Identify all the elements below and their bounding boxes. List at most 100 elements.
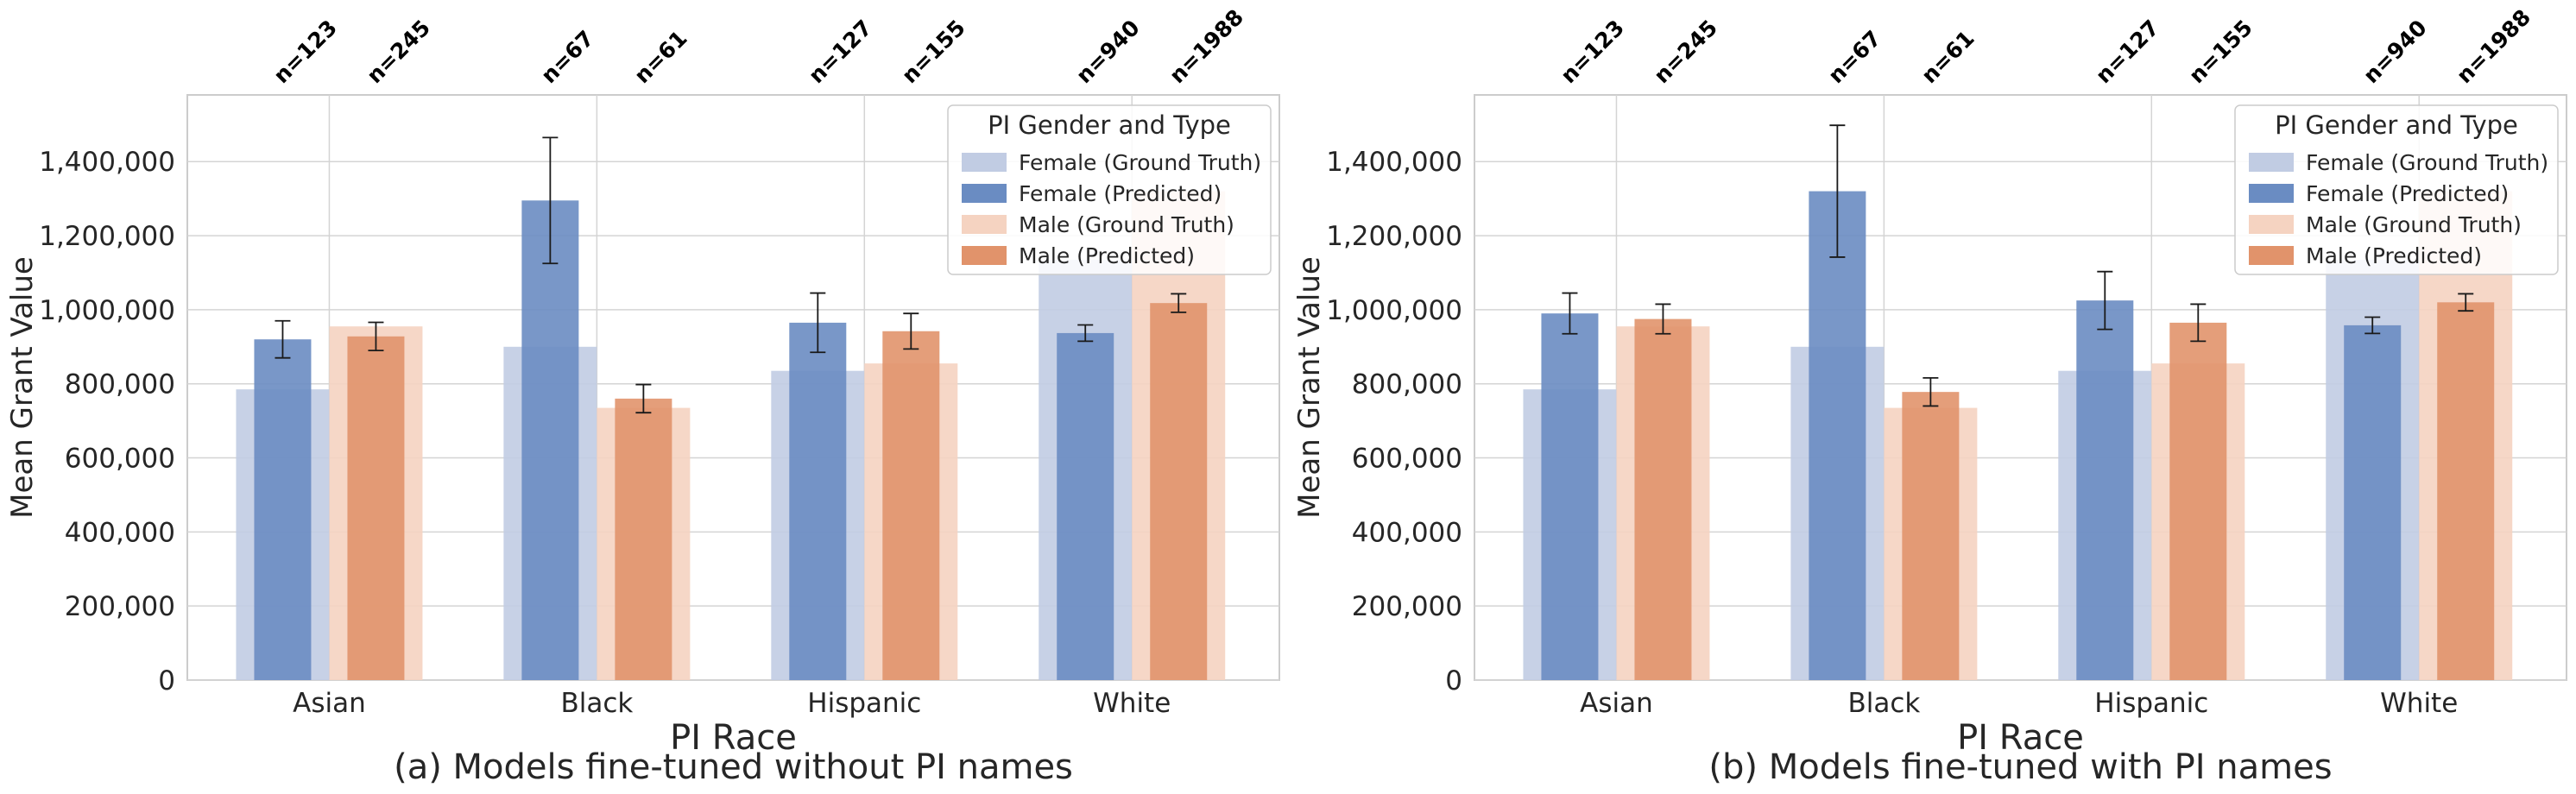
legend-entry-label: Male (Predicted) bbox=[2306, 243, 2482, 268]
sample-size-label: n=245 bbox=[362, 15, 435, 88]
y-tick-label: 600,000 bbox=[1352, 444, 1462, 475]
error-bar-male-predicted-hispanic bbox=[903, 312, 919, 350]
error-bar-female-predicted-black bbox=[542, 136, 559, 265]
error-bar-female-predicted-hispanic bbox=[810, 292, 826, 354]
sample-size-label: n=155 bbox=[897, 15, 970, 88]
sample-size-label: n=61 bbox=[1916, 26, 1979, 89]
panel-caption: (b) Models fine-tuned with PI names bbox=[1708, 747, 2332, 787]
chart-panel-a: 0 200,000 400,000 600,000 800,000 1,000,000 1,… bbox=[5, 4, 1280, 787]
y-tick-label: 1,200,000 bbox=[1326, 221, 1462, 252]
y-axis-label: Mean Grant Value bbox=[5, 256, 40, 519]
sample-size-label: n=1988 bbox=[2452, 4, 2535, 88]
legend-entry-label: Female (Predicted) bbox=[2306, 181, 2509, 206]
legend: PI Gender and Type Female (Ground Truth) F… bbox=[947, 104, 1272, 275]
bar-female-predicted-hispanic bbox=[2076, 300, 2134, 680]
sample-size-label: n=245 bbox=[1649, 15, 1722, 88]
bar-female-predicted-asian bbox=[1541, 313, 1599, 680]
bar-male-predicted-white bbox=[1150, 303, 1208, 680]
chart-panel-b: 0 200,000 400,000 600,000 800,000 1,000,000 1,… bbox=[1292, 4, 2567, 787]
bar-female-predicted-asian bbox=[254, 339, 312, 680]
error-bar-female-predicted-asian bbox=[275, 319, 291, 359]
error-bar-male-predicted-hispanic bbox=[2190, 303, 2207, 343]
error-bar-male-predicted-black bbox=[1923, 376, 1939, 407]
legend: PI Gender and Type Female (Ground Truth) F… bbox=[2234, 104, 2559, 275]
sample-size-label: n=61 bbox=[629, 26, 692, 89]
y-tick-label: 1,200,000 bbox=[39, 221, 175, 252]
x-tick-label: White bbox=[1093, 688, 1171, 719]
legend-entry-label: Male (Predicted) bbox=[1019, 243, 1195, 268]
legend-swatch-male-ground-truth bbox=[2249, 215, 2294, 234]
x-tick-label: Asian bbox=[293, 688, 366, 719]
x-tick-label: Black bbox=[1847, 688, 1920, 719]
bar-female-predicted-black bbox=[521, 200, 579, 680]
y-tick-label: 800,000 bbox=[65, 369, 175, 400]
y-tick-label: 600,000 bbox=[65, 444, 175, 475]
x-tick-label: White bbox=[2380, 688, 2458, 719]
x-tick-label: Asian bbox=[1580, 688, 1653, 719]
legend-swatch-male-predicted bbox=[962, 246, 1007, 265]
error-bar-male-predicted-black bbox=[635, 383, 652, 414]
sample-size-label: n=67 bbox=[1823, 26, 1886, 89]
bar-male-predicted-hispanic bbox=[882, 331, 940, 680]
sample-size-label: n=67 bbox=[536, 26, 599, 89]
sample-size-label: n=127 bbox=[804, 15, 877, 88]
error-bar-male-predicted-asian bbox=[1655, 303, 1671, 335]
legend-entry-label: Female (Ground Truth) bbox=[2306, 150, 2548, 175]
legend-swatch-female-predicted bbox=[962, 184, 1007, 203]
y-tick-label: 200,000 bbox=[1352, 591, 1462, 622]
x-tick-label: Hispanic bbox=[807, 688, 921, 719]
legend-swatch-female-predicted bbox=[2249, 184, 2294, 203]
y-tick-label: 0 bbox=[158, 665, 175, 696]
bar-female-predicted-white bbox=[2344, 325, 2402, 680]
legend-frame bbox=[2234, 104, 2559, 275]
legend-swatch-female-ground-truth bbox=[962, 153, 1007, 172]
x-tick-label: Hispanic bbox=[2094, 688, 2208, 719]
bar-male-predicted-white bbox=[2437, 302, 2495, 680]
bar-female-predicted-hispanic bbox=[789, 322, 847, 680]
x-axis-label: PI Race bbox=[670, 718, 797, 758]
bar-female-predicted-black bbox=[1809, 191, 1866, 680]
sample-size-label: n=1988 bbox=[1165, 4, 1248, 88]
y-tick-label: 400,000 bbox=[1352, 517, 1462, 548]
y-axis-label: Mean Grant Value bbox=[1292, 256, 1327, 519]
sample-size-label: n=155 bbox=[2184, 15, 2257, 88]
y-tick-label: 1,000,000 bbox=[39, 295, 175, 326]
sample-size-label: n=940 bbox=[2358, 15, 2432, 88]
error-bar-male-predicted-asian bbox=[368, 321, 384, 351]
legend-entry-label: Male (Ground Truth) bbox=[2306, 212, 2522, 237]
bar-male-predicted-asian bbox=[1634, 318, 1692, 680]
legend-swatch-male-predicted bbox=[2249, 246, 2294, 265]
sample-size-label: n=123 bbox=[268, 15, 342, 88]
error-bar-female-predicted-hispanic bbox=[2097, 270, 2113, 331]
panel-caption: (a) Models fine-tuned without PI names bbox=[394, 747, 1073, 787]
error-bar-female-predicted-white bbox=[1077, 324, 1094, 343]
error-bar-female-predicted-white bbox=[2364, 316, 2381, 335]
bar-female-predicted-white bbox=[1057, 332, 1114, 680]
legend-entry-label: Female (Ground Truth) bbox=[1019, 150, 1261, 175]
bar-male-predicted-asian bbox=[347, 336, 405, 680]
x-axis-label: PI Race bbox=[1957, 718, 2084, 758]
error-bar-female-predicted-asian bbox=[1562, 292, 1578, 335]
sample-size-label: n=940 bbox=[1071, 15, 1145, 88]
legend-swatch-female-ground-truth bbox=[2249, 153, 2294, 172]
legend-frame bbox=[947, 104, 1272, 275]
bar-male-predicted-hispanic bbox=[2169, 322, 2227, 680]
y-tick-label: 1,000,000 bbox=[1326, 295, 1462, 326]
y-tick-label: 1,400,000 bbox=[1326, 147, 1462, 178]
bar-male-predicted-black bbox=[1902, 392, 1960, 680]
legend-entry-label: Male (Ground Truth) bbox=[1019, 212, 1234, 237]
x-tick-label: Black bbox=[560, 688, 633, 719]
error-bar-male-predicted-white bbox=[2458, 293, 2474, 312]
bar-male-predicted-black bbox=[615, 398, 672, 680]
legend-title: PI Gender and Type bbox=[988, 110, 1231, 140]
legend-title: PI Gender and Type bbox=[2275, 110, 2518, 140]
y-tick-label: 400,000 bbox=[65, 517, 175, 548]
y-tick-label: 1,400,000 bbox=[39, 147, 175, 178]
y-tick-label: 200,000 bbox=[65, 591, 175, 622]
error-bar-male-predicted-white bbox=[1171, 293, 1187, 313]
sample-size-label: n=123 bbox=[1556, 15, 1629, 88]
error-bar-female-predicted-black bbox=[1829, 124, 1846, 258]
y-tick-label: 800,000 bbox=[1352, 369, 1462, 400]
legend-entry-label: Female (Predicted) bbox=[1019, 181, 1222, 206]
